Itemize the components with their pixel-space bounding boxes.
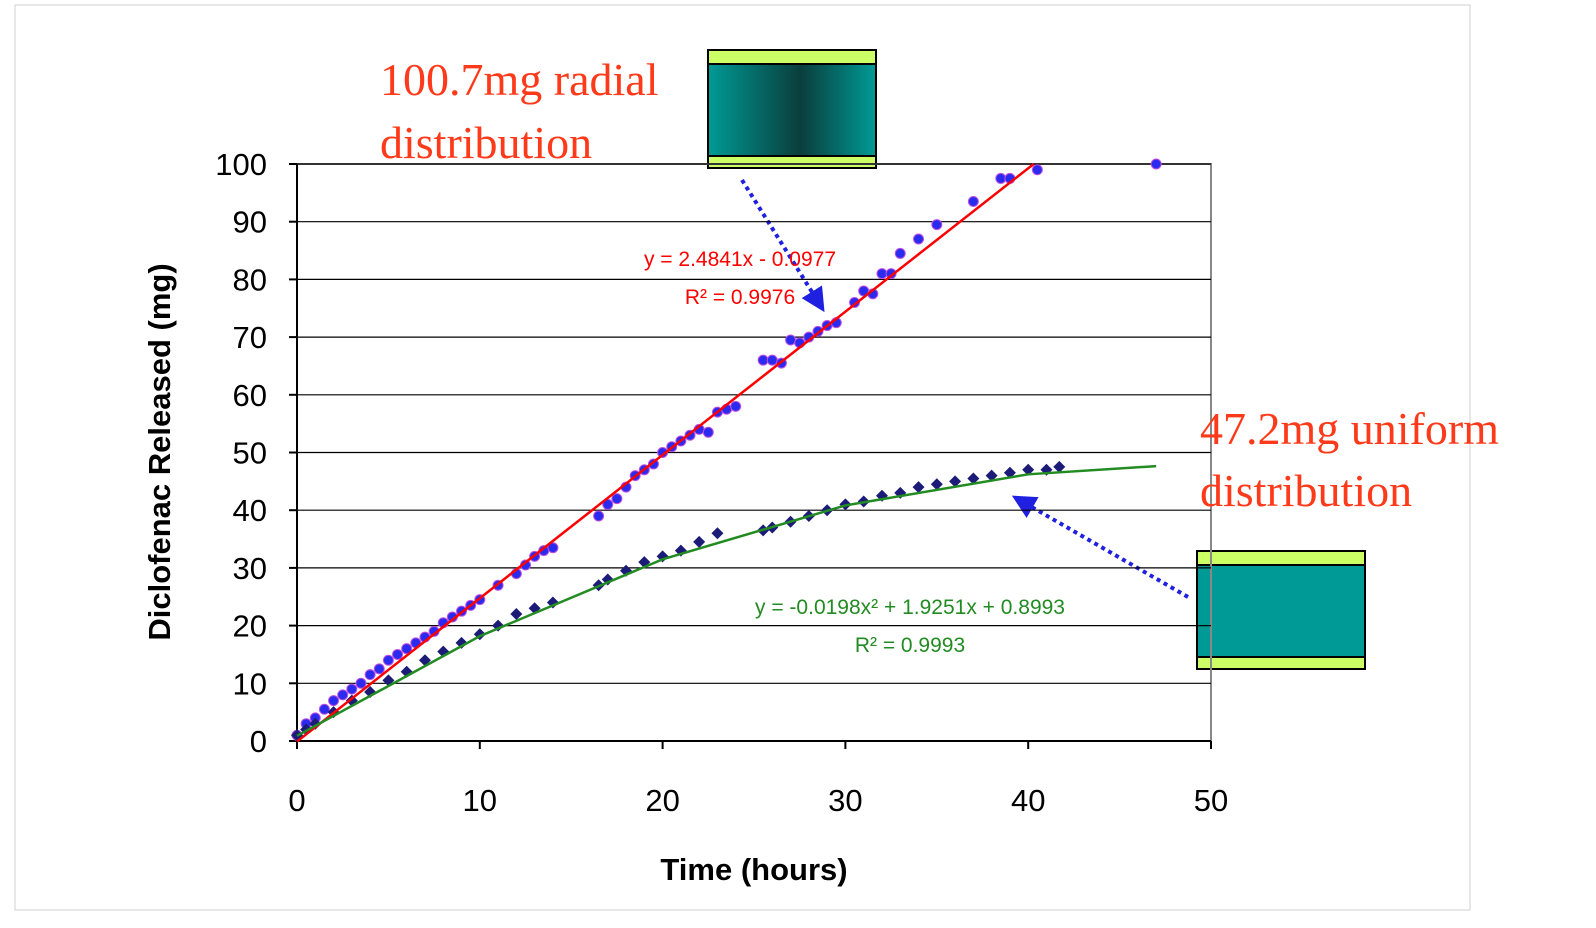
point	[912, 481, 925, 494]
point	[711, 527, 724, 540]
annotation: 47.2mg uniform	[1200, 403, 1499, 454]
point	[593, 510, 605, 522]
point	[611, 493, 623, 505]
point	[373, 663, 385, 675]
point	[392, 648, 404, 660]
point	[949, 475, 962, 488]
point	[355, 677, 367, 689]
y-tick-label: 20	[233, 609, 267, 644]
point	[1150, 158, 1162, 170]
point	[913, 233, 925, 245]
point	[730, 400, 742, 412]
equation: R² = 0.9993	[855, 634, 965, 657]
frame	[14, 4, 1471, 911]
point	[930, 478, 943, 491]
point	[1022, 463, 1035, 476]
y-tick-label: 50	[233, 436, 267, 471]
point	[757, 354, 769, 366]
annotation: distribution	[380, 117, 592, 168]
x-tick-label: 20	[645, 783, 679, 818]
equation: R² = 0.9976	[685, 286, 795, 309]
arrow	[740, 178, 825, 313]
series	[291, 158, 1162, 741]
y-tick-label: 40	[233, 493, 267, 528]
point	[382, 654, 394, 666]
point	[894, 247, 906, 259]
y-axis-title: Diclofenac Released (mg)	[142, 263, 177, 640]
x-tick-label: 10	[463, 783, 497, 818]
arrow	[1011, 495, 1189, 599]
y-tick-label: 80	[233, 262, 267, 297]
point	[702, 426, 714, 438]
point	[346, 683, 358, 695]
point	[967, 196, 979, 208]
radial-icon	[707, 49, 877, 169]
equation: y = -0.0198x² + 1.9251x + 0.8993	[755, 596, 1065, 619]
uniform-icon	[1196, 550, 1366, 670]
x-tick-label: 50	[1194, 783, 1228, 818]
y-tick-label: 90	[233, 205, 267, 240]
point	[995, 172, 1007, 184]
point	[1031, 164, 1043, 176]
annotation: distribution	[1200, 465, 1412, 516]
trendline	[296, 163, 1035, 743]
point	[1053, 460, 1066, 473]
point	[401, 643, 413, 655]
trendline	[296, 464, 1157, 737]
y-tick-label: 30	[233, 551, 267, 586]
point	[547, 542, 559, 554]
y-tick-label: 10	[233, 666, 267, 701]
annotation: 100.7mg radial	[380, 54, 659, 105]
point	[766, 354, 778, 366]
x-tick-label: 0	[288, 783, 305, 818]
point	[337, 689, 349, 701]
y-tick-label: 60	[233, 378, 267, 413]
point	[693, 535, 706, 548]
point	[876, 268, 888, 280]
point	[328, 695, 340, 707]
point	[931, 219, 943, 231]
y-tick-label: 70	[233, 320, 267, 355]
point	[785, 334, 797, 346]
x-axis-title: Time (hours)	[660, 852, 847, 887]
point	[364, 669, 376, 681]
y-tick-label: 100	[215, 147, 267, 182]
point	[967, 472, 980, 485]
point	[318, 703, 330, 715]
x-tick-label: 40	[1011, 783, 1045, 818]
x-tick-label: 30	[828, 783, 862, 818]
point	[885, 268, 897, 280]
y-tick-label: 0	[250, 724, 267, 759]
point	[985, 469, 998, 482]
point	[510, 608, 523, 621]
equation: y = 2.4841x - 0.0977	[644, 248, 836, 271]
